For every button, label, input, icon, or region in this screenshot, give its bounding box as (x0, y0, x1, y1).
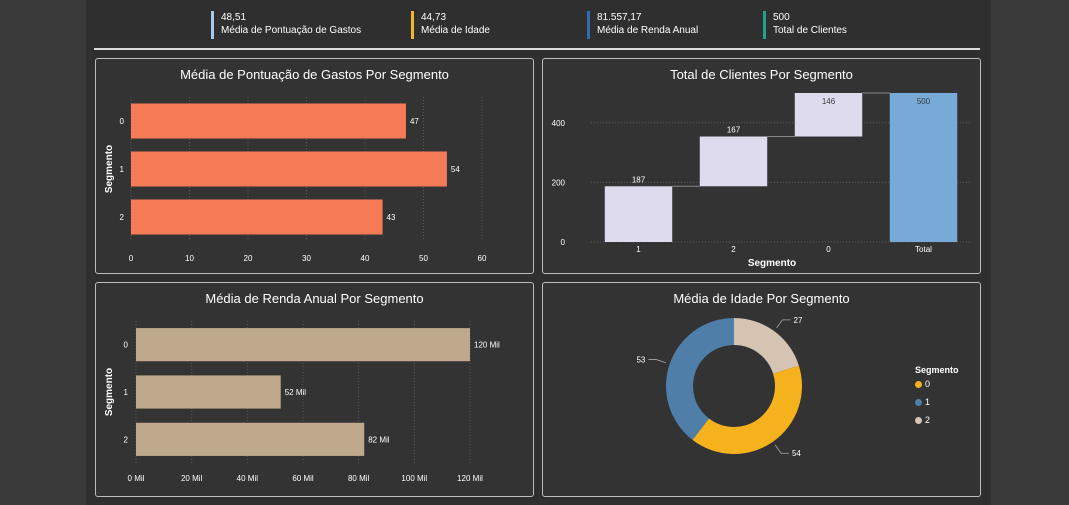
data-label: 120 Mil (474, 341, 500, 350)
x-axis-label: Segmento (748, 258, 796, 269)
y-tick-label: 1 (120, 165, 125, 174)
bar (136, 328, 470, 362)
kpi-value: 44,73 (421, 12, 447, 23)
data-label: 82 Mil (368, 435, 390, 444)
chart-panel-clients[interactable]: Total de Clientes Por Segmento 0 200 400 18… (542, 58, 981, 274)
x-tick-label: 10 (185, 254, 194, 263)
waterfall-bar (604, 186, 673, 242)
x-tick-label: 50 (419, 254, 428, 263)
waterfall-bar (794, 93, 863, 137)
chart-title: Média de Pontuação de Gastos Por Segment… (180, 67, 449, 82)
chart-title: Média de Idade Por Segmento (673, 291, 850, 306)
x-tick-label: 120 Mil (457, 474, 483, 483)
donut-slice (692, 365, 802, 454)
income-bar-chart: 0 Mil 20 Mil 40 Mil 60 Mil 80 Mil 100 Mil 120 … (104, 321, 500, 483)
header-divider (94, 48, 980, 50)
spending-bar-chart: 0 10 20 30 40 50 60 47 0 54 1 43 2 Segmento (104, 97, 487, 263)
y-tick-label: 2 (124, 435, 129, 444)
y-axis-label: Segmento (104, 145, 115, 193)
y-tick-label: 0 (561, 238, 566, 247)
y-tick-label: 1 (124, 388, 129, 397)
x-tick-label: 0 (826, 245, 831, 254)
chart-title: Média de Renda Anual Por Segmento (205, 291, 424, 306)
chart-panel-age[interactable]: Média de Idade Por Segmento 27 54 53 Segme… (542, 282, 981, 497)
kpi-row: 48,51 Média de Pontuação de Gastos 44,73… (86, 11, 991, 41)
x-tick-label: 30 (302, 254, 311, 263)
bar (136, 375, 281, 409)
legend-item-1[interactable]: 1 (915, 397, 930, 407)
legend-title: Segmento (915, 365, 959, 375)
kpi-label: Média de Idade (421, 25, 490, 36)
age-donut-chart: 27 54 53 (636, 316, 803, 458)
y-tick-label: 200 (552, 178, 566, 187)
donut-slice (734, 318, 799, 374)
bar (136, 422, 365, 456)
kpi-label: Total de Clientes (773, 25, 847, 36)
x-tick-label: 1 (636, 245, 641, 254)
y-axis-label: Segmento (104, 368, 115, 416)
clients-waterfall-chart: 0 200 400 187 1 167 2 146 0 500 Total Segmento (552, 92, 971, 269)
data-label: 187 (632, 175, 646, 184)
leader-line (776, 319, 791, 329)
kpi-avg-age[interactable]: 44,73 Média de Idade (411, 11, 490, 39)
x-tick-label: 60 Mil (292, 474, 314, 483)
legend-label: 0 (925, 379, 931, 389)
data-label: 27 (794, 316, 803, 325)
waterfall-bar (699, 136, 768, 187)
kpi-avg-annual-income[interactable]: 81.557,17 Média de Renda Anual (587, 11, 698, 39)
x-tick-label: 80 Mil (348, 474, 370, 483)
legend-label: 2 (925, 415, 931, 425)
data-label: 52 Mil (285, 388, 307, 397)
data-label: 54 (792, 449, 801, 458)
y-tick-label: 0 (124, 341, 129, 350)
kpi-value: 500 (773, 12, 790, 23)
x-tick-label: 0 (129, 254, 134, 263)
data-label: 53 (636, 356, 645, 365)
kpi-label: Média de Renda Anual (597, 25, 699, 36)
data-label: 54 (451, 165, 460, 174)
x-tick-label: 20 (244, 254, 253, 263)
chart-title: Total de Clientes Por Segmento (670, 67, 853, 82)
kpi-label: Média de Pontuação de Gastos (221, 25, 362, 36)
legend-dot (915, 417, 922, 425)
leader-line (774, 444, 789, 454)
legend-dot (915, 381, 922, 389)
kpi-total-clients[interactable]: 500 Total de Clientes (763, 11, 847, 39)
data-label: 146 (822, 97, 836, 106)
bar (131, 151, 447, 187)
donut-slice (666, 318, 734, 440)
x-tick-label: 60 (478, 254, 487, 263)
data-label: 500 (917, 97, 931, 106)
chart-panel-income[interactable]: Média de Renda Anual Por Segmento 0 Mil 2… (95, 282, 534, 497)
legend-label: 1 (925, 397, 931, 407)
kpi-avg-spending-score[interactable]: 48,51 Média de Pontuação de Gastos (211, 11, 361, 39)
waterfall-bar (889, 93, 958, 242)
x-tick-label: 0 Mil (128, 474, 145, 483)
x-tick-label: 40 Mil (237, 474, 259, 483)
data-label: 167 (727, 126, 741, 135)
bar (131, 199, 383, 235)
x-tick-label: 20 Mil (181, 474, 203, 483)
y-tick-label: 2 (120, 213, 125, 222)
x-tick-label: 40 (361, 254, 370, 263)
y-tick-label: 400 (552, 119, 566, 128)
legend-item-2[interactable]: 2 (915, 415, 930, 425)
bar (131, 103, 406, 139)
legend-item-0[interactable]: 0 (915, 379, 930, 389)
data-label: 47 (410, 117, 419, 126)
kpi-value: 48,51 (221, 12, 247, 23)
dashboard-page: 48,51 Média de Pontuação de Gastos 44,73… (86, 0, 991, 505)
data-label: 43 (387, 213, 396, 222)
x-tick-label: 100 Mil (401, 474, 427, 483)
x-tick-label: 2 (731, 245, 736, 254)
leader-line (648, 359, 666, 364)
chart-panel-spending[interactable]: Média de Pontuação de Gastos Por Segment… (95, 58, 534, 274)
y-tick-label: 0 (120, 117, 125, 126)
x-tick-label: Total (915, 245, 932, 254)
kpi-value: 81.557,17 (597, 12, 642, 23)
legend-dot (915, 399, 922, 407)
